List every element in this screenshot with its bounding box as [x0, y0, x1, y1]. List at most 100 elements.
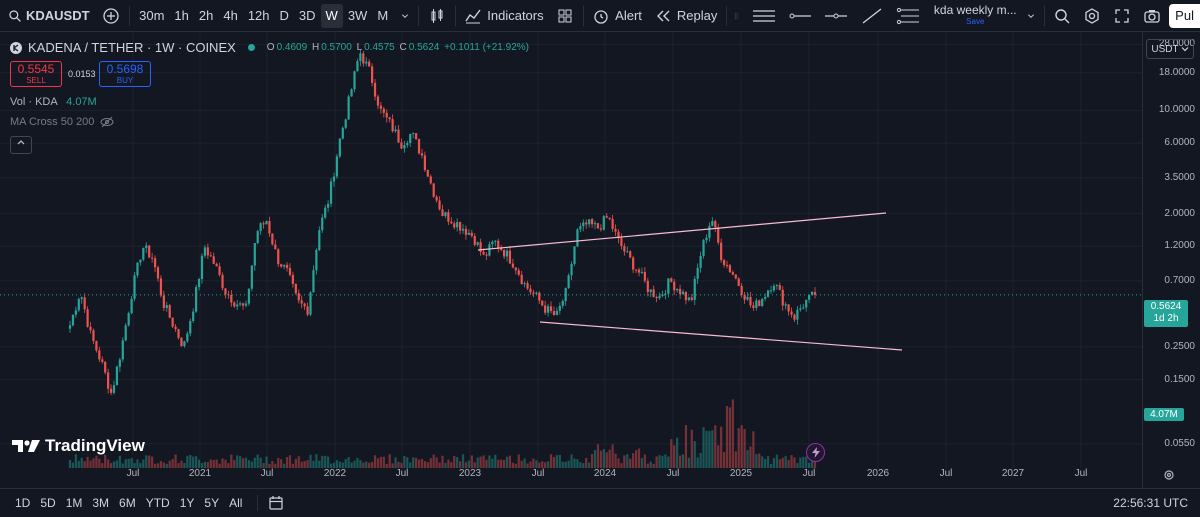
volume-bar: [112, 461, 116, 468]
time-label: 2021: [188, 468, 212, 479]
goto-date-button[interactable]: [268, 495, 284, 511]
candle: [165, 301, 168, 312]
range-1d[interactable]: 1D: [15, 496, 31, 510]
layout-dropdown[interactable]: [1021, 0, 1041, 31]
range-5y[interactable]: 5Y: [204, 496, 220, 510]
timeframe-4h[interactable]: 4h: [223, 8, 238, 23]
snapshot-button[interactable]: [1137, 0, 1167, 31]
volume-bar: [177, 463, 180, 468]
volume-bar: [596, 444, 600, 468]
volume-bar: [532, 458, 535, 468]
volume-bar: [711, 430, 714, 468]
range-1m[interactable]: 1M: [65, 496, 83, 510]
drawing-tool-trendline[interactable]: [854, 0, 890, 31]
volume-bar: [362, 462, 365, 468]
eye-hidden-icon[interactable]: [100, 116, 114, 128]
volume-bar: [764, 458, 767, 468]
volume-bar: [555, 455, 558, 468]
fullscreen-button[interactable]: [1107, 0, 1137, 31]
candle: [71, 314, 75, 327]
candle: [183, 340, 186, 348]
volume-bar: [353, 460, 356, 468]
candle: [241, 302, 245, 310]
volume-bar: [813, 457, 817, 468]
volume-bar: [174, 454, 177, 468]
divider: [418, 5, 419, 26]
tradingview-watermark: TradingView: [12, 436, 145, 456]
timeframe-d[interactable]: D: [279, 8, 289, 23]
volume-bar: [646, 463, 649, 468]
range-1y[interactable]: 1Y: [179, 496, 195, 510]
ma-cross-indicator-legend[interactable]: MA Cross 50 200: [10, 116, 114, 128]
volume-bar: [200, 462, 204, 468]
range-6m[interactable]: 6M: [119, 496, 136, 510]
volume-bar: [415, 457, 418, 468]
chevron-down-icon: [402, 13, 409, 18]
volume-value: 4.07M: [66, 96, 97, 108]
time-label: Jul: [126, 468, 140, 479]
layout-save-button[interactable]: kda weekly m... Save: [926, 0, 1021, 31]
templates-button[interactable]: [550, 0, 580, 31]
collapse-legend-button[interactable]: [10, 136, 32, 154]
utc-clock[interactable]: 22:56:31 UTC: [1113, 496, 1188, 510]
volume-bar: [121, 463, 124, 468]
symbol-search[interactable]: KDAUSDT: [0, 0, 96, 31]
drawing-tool-hline[interactable]: [818, 0, 854, 31]
volume-bar: [92, 458, 95, 468]
timeframe-2h[interactable]: 2h: [198, 8, 214, 23]
publish-button[interactable]: Pul: [1169, 3, 1200, 28]
compare-button[interactable]: [96, 0, 126, 31]
candle: [371, 63, 374, 87]
drawing-tool-ray[interactable]: [782, 0, 818, 31]
volume-value-badge: 4.07M: [1144, 408, 1184, 421]
timeframe-w[interactable]: W: [320, 3, 343, 28]
axis-settings-button[interactable]: [1163, 468, 1175, 486]
candle: [799, 304, 802, 312]
candle: [309, 291, 312, 317]
alert-button[interactable]: Alert: [586, 0, 648, 31]
candle: [541, 300, 544, 307]
range-5d[interactable]: 5D: [40, 496, 56, 510]
alert-lightning-button[interactable]: [806, 443, 825, 462]
candle: [385, 109, 388, 123]
timeframe-m[interactable]: M: [377, 8, 389, 23]
volume-bar: [485, 459, 488, 468]
range-ytd[interactable]: YTD: [145, 496, 170, 510]
divider: [1043, 5, 1045, 26]
sell-button[interactable]: 0.5545 SELL: [10, 61, 62, 87]
timeframe-12h[interactable]: 12h: [247, 8, 270, 23]
timeframe-3d[interactable]: 3D: [298, 8, 316, 23]
range-3m[interactable]: 3M: [92, 496, 110, 510]
sell-label: SELL: [26, 76, 46, 85]
buy-button[interactable]: 0.5698 BUY: [99, 61, 151, 87]
volume-bar: [368, 462, 371, 468]
volume-bar: [195, 456, 198, 468]
volume-bar: [482, 455, 485, 468]
timeframe-30m[interactable]: 30m: [139, 8, 165, 23]
divider: [257, 495, 259, 511]
indicators-button[interactable]: Indicators: [458, 0, 549, 31]
drawing-tool-fib[interactable]: [890, 0, 926, 31]
currency-selector[interactable]: USDT: [1146, 39, 1194, 59]
timeframe-1h[interactable]: 1h: [174, 8, 189, 23]
timeframe-3w[interactable]: 3W: [347, 8, 368, 23]
volume-indicator-legend[interactable]: Vol · KDA 4.07M: [10, 96, 97, 108]
range-all[interactable]: All: [229, 496, 243, 510]
calendar-icon: [269, 496, 284, 510]
timeframe-dropdown[interactable]: [395, 0, 415, 31]
drawing-tool-lines[interactable]: [746, 0, 782, 31]
volume-bar: [118, 455, 121, 468]
chart-type-button[interactable]: [422, 0, 452, 31]
candle: [89, 322, 92, 334]
quick-search-button[interactable]: [1047, 0, 1077, 31]
volume-bar: [626, 454, 629, 468]
trend-line[interactable]: [539, 321, 903, 351]
replay-button[interactable]: Replay: [648, 0, 723, 31]
volume-bar: [371, 462, 374, 468]
chart-canvas[interactable]: [0, 32, 1142, 488]
trend-line[interactable]: [477, 212, 887, 251]
price-axis[interactable]: 28.0000 18.0000 10.0000 6.0000 3.5000 2.0000 1…: [1142, 32, 1200, 488]
volume-bar: [661, 455, 664, 468]
drag-handle[interactable]: [730, 0, 746, 31]
settings-button[interactable]: [1077, 0, 1107, 31]
